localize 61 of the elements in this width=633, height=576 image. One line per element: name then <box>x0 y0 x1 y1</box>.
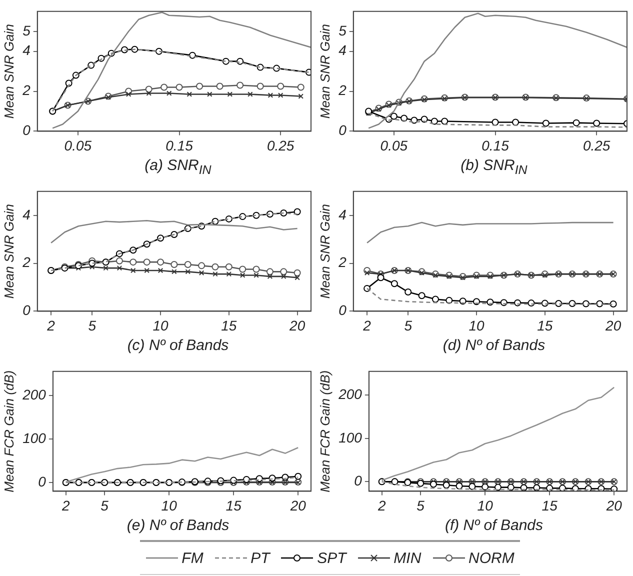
x-tick-label: 20 <box>288 317 306 334</box>
y-axis-title: Mean SNR Gain <box>1 204 16 299</box>
x-axis-title: (c) Nº of Bands <box>126 337 230 354</box>
legend-label: SPT <box>317 550 346 566</box>
y-tick-label: 200 <box>338 386 362 402</box>
x-tick-label: 20 <box>604 317 622 334</box>
x-tick-label: 2 <box>376 497 386 514</box>
y-tick-label: 4 <box>22 42 31 58</box>
y-tick-label: 4 <box>338 206 347 222</box>
x-tick-label: 10 <box>152 317 169 334</box>
y-tick-label: 2 <box>338 82 347 98</box>
y-tick-label: 0 <box>22 302 31 318</box>
y-tick-label: 100 <box>338 429 362 446</box>
x-tick-label: 10 <box>161 497 178 514</box>
y-axis-title: Mean SNR Gain <box>317 204 332 299</box>
legend-label: PT <box>250 550 270 566</box>
x-tick-label: 20 <box>605 497 622 514</box>
x-tick-label: 15 <box>537 317 553 334</box>
x-axis-title: (d) Nº of Bands <box>442 337 546 354</box>
x-tick-label: 15 <box>221 317 237 334</box>
x-tick-label: 10 <box>477 497 494 514</box>
y-tick-label: 0 <box>338 122 347 138</box>
x-tick-label: 5 <box>88 317 96 334</box>
y-axis-title: Mean SNR Gain <box>317 24 332 119</box>
x-tick-label: 15 <box>226 497 242 514</box>
y-axis-title: Mean SNR Gain <box>1 24 16 119</box>
x-axis-title: (a) SNR$_{IN}$ <box>144 157 212 177</box>
y-tick-label: 2 <box>338 254 347 270</box>
y-tick-label: 2 <box>22 82 31 98</box>
y-tick-label: 200 <box>22 386 46 402</box>
y-tick-label: 0 <box>354 472 362 489</box>
y-tick-label: 0 <box>38 473 46 490</box>
x-tick-label: 5 <box>100 497 109 514</box>
y-tick-label: 4 <box>338 42 347 58</box>
legend-label: NORM <box>468 550 514 566</box>
x-tick-label: 0.05 <box>64 137 92 154</box>
y-tick-label: 0 <box>338 302 347 318</box>
x-tick-label: 0.05 <box>380 137 408 154</box>
y-axis-title: Mean FCR Gain (dB) <box>317 370 332 492</box>
x-tick-label: 10 <box>468 317 485 334</box>
y-tick-label: 2 <box>22 254 31 270</box>
legend-label: MIN <box>394 550 422 566</box>
x-tick-label: 2 <box>60 497 70 514</box>
y-tick-label: 100 <box>22 430 46 446</box>
y-tick-label: 0 <box>22 122 31 138</box>
y-axis-title: Mean FCR Gain (dB) <box>1 370 16 492</box>
y-tick-label: 5 <box>338 22 347 38</box>
x-axis-title: (b) SNR$_{IN}$ <box>460 157 528 177</box>
x-axis-title: (f) Nº of Bands <box>444 517 544 534</box>
legend-label: FM <box>182 550 204 566</box>
x-tick-label: 15 <box>542 497 558 514</box>
x-tick-label: 0.15 <box>482 137 510 154</box>
x-tick-label: 5 <box>416 497 425 514</box>
x-tick-label: 0.25 <box>582 137 610 154</box>
x-tick-label: 0.25 <box>266 137 294 154</box>
x-axis-title: (e) Nº of Bands <box>126 517 230 534</box>
x-tick-label: 0.15 <box>166 137 194 154</box>
y-tick-label: 4 <box>22 206 31 222</box>
x-tick-label: 5 <box>404 317 412 334</box>
y-tick-label: 5 <box>22 22 31 38</box>
x-tick-label: 20 <box>289 497 306 514</box>
